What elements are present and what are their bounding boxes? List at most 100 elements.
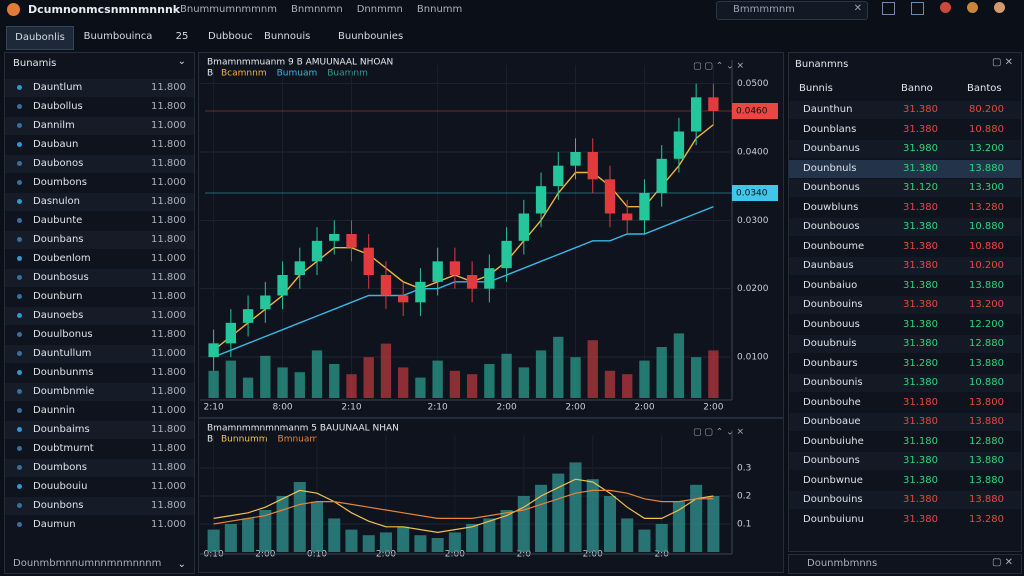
status-dot (17, 465, 22, 470)
orderbook-row[interactable]: Dounbonus 31.120 13.300 (789, 179, 1021, 197)
ask: 13.880 (969, 279, 1004, 291)
orderbook-row[interactable]: Dounbounis 31.380 10.880 (789, 374, 1021, 392)
icon[interactable] (882, 2, 895, 15)
symbol: Dounbaims (33, 424, 90, 435)
icon[interactable] (911, 2, 924, 15)
orderbook-row[interactable]: Dounboume 31.380 10.880 (789, 238, 1021, 256)
watchlist-row[interactable]: Dounbons 11.800 (5, 497, 194, 515)
ask: 13.280 (969, 201, 1004, 213)
watchlist-row[interactable]: Daunoebs 11.000 (5, 307, 194, 325)
status-dot (17, 522, 22, 527)
icon[interactable] (967, 2, 978, 13)
orderbook-row[interactable]: Dounbaiuo 31.380 13.880 (789, 277, 1021, 295)
bid: 31.380 (903, 318, 938, 330)
watchlist-row[interactable]: Doumbnmie 11.800 (5, 383, 194, 401)
column-header: Banno (901, 83, 933, 94)
status-dot (17, 142, 22, 147)
status-dot (17, 104, 22, 109)
symbol: Dounbnuls (803, 162, 857, 174)
orderbook-row[interactable]: Daunthun 31.380 80.200 (789, 101, 1021, 119)
watchlist-row[interactable]: Dounbans 11.800 (5, 231, 194, 249)
watchlist-row[interactable]: Doumbons 11.000 (5, 174, 194, 192)
window-buttons[interactable]: ▢ ✕ (991, 557, 1013, 568)
price: 11.800 (151, 386, 186, 397)
orderbook-row[interactable]: Dounblans 31.380 10.880 (789, 121, 1021, 139)
watchlist-row[interactable]: Dounbosus 11.800 (5, 269, 194, 287)
price: 11.000 (151, 120, 186, 131)
symbol: Dounbunms (33, 367, 94, 378)
menu-item[interactable]: Bnummumnmmnm (180, 4, 277, 15)
orderbook-row[interactable]: Dounbanus 31.980 13.200 (789, 140, 1021, 158)
symbol: Doubenlom (33, 253, 91, 264)
ask: 10.880 (969, 240, 1004, 252)
bid: 31.380 (903, 299, 938, 310)
price: 11.000 (151, 177, 186, 188)
watchlist-row[interactable]: Dounbunms 11.800 (5, 364, 194, 382)
status-dot (17, 199, 22, 204)
watchlist-row[interactable]: Dauntullum 11.000 (5, 345, 194, 363)
watchlist-row[interactable]: Dasnulon 11.800 (5, 193, 194, 211)
watchlist-row[interactable]: Doubtmurnt 11.800 (5, 440, 194, 458)
menu-item[interactable]: Dnnmmn (356, 4, 403, 15)
watchlist-row[interactable]: Daunnin 11.000 (5, 402, 194, 420)
watchlist-row[interactable]: Daubollus 11.800 (5, 98, 194, 116)
orderbook-row[interactable]: Douwbluns 31.380 13.280 (789, 199, 1021, 217)
tab[interactable]: Buunbounies (338, 31, 404, 42)
orderbook-row[interactable]: Dounbnuls 31.380 13.880 (789, 159, 1021, 178)
icon[interactable] (994, 2, 1005, 13)
symbol: Dounbans (33, 234, 84, 245)
symbol: Dounbons (33, 500, 84, 511)
status-dot (17, 180, 22, 185)
menu-item[interactable]: Bnnumm (416, 4, 463, 15)
price: 11.800 (151, 196, 186, 207)
orderbook-row[interactable]: Dounbouhe 31.180 13.800 (789, 394, 1021, 412)
orderbook-row[interactable]: Daunbaus 31.380 10.200 (789, 257, 1021, 275)
tab[interactable]: Daubonlis (6, 26, 74, 50)
status-dot (17, 275, 22, 280)
symbol: Dounboume (803, 240, 865, 252)
price: 11.800 (151, 291, 186, 302)
bid: 31.380 (903, 240, 938, 252)
tab[interactable]: Dubbouc (208, 31, 253, 42)
symbol: Daubunte (33, 215, 83, 226)
tab[interactable]: Bunnouis (264, 31, 311, 42)
orderbook-row[interactable]: Dounbouus 31.380 12.200 (789, 316, 1021, 334)
search-box[interactable]: Bmmmmnm ✕ (716, 1, 868, 20)
orderbook-row[interactable]: Dounbouns 31.380 13.880 (789, 452, 1021, 470)
watchlist-row[interactable]: Daumun 11.000 (5, 516, 194, 534)
chevron[interactable]: ⌄ (177, 56, 186, 67)
watchlist-row[interactable]: Doubenlom 11.000 (5, 250, 194, 268)
chevron[interactable]: ⌄ (177, 559, 186, 570)
watchlist-title: Bunamis (13, 58, 57, 69)
orderbook-row[interactable]: Dounbuiuhe 31.180 12.880 (789, 433, 1021, 451)
orderbook-row[interactable]: Dounboaue 31.380 13.880 (789, 413, 1021, 431)
watchlist-row[interactable]: Doumbons 11.800 (5, 459, 194, 477)
watchlist-row[interactable]: Dannilm 11.000 (5, 117, 194, 135)
orderbook-row[interactable]: Dounbuiunu 31.380 13.280 (789, 511, 1021, 529)
orderbook-row[interactable]: Douubnuis 31.380 12.880 (789, 335, 1021, 353)
watchlist-row[interactable]: Dounburn 11.800 (5, 288, 194, 306)
watchlist-row[interactable]: Douubouiu 11.000 (5, 478, 194, 496)
orderbook-row[interactable]: Dounbwnue 31.380 13.880 (789, 472, 1021, 490)
watchlist-row[interactable]: Daubonos 11.800 (5, 155, 194, 173)
tab[interactable]: Buumbouinca (83, 31, 153, 42)
watchlist-row[interactable]: Daubaun 11.800 (5, 136, 194, 154)
orderbook-row[interactable]: Dounbouos 31.380 10.880 (789, 218, 1021, 236)
bid: 31.380 (903, 474, 938, 486)
orderbook-row[interactable]: Dounbaurs 31.280 13.880 (789, 355, 1021, 373)
window-buttons[interactable]: ▢ ✕ (991, 57, 1013, 68)
watchlist-row[interactable]: Daubunte 11.800 (5, 212, 194, 230)
orderbook-footer-bar: Dounmbmnns ▢ ✕ (788, 554, 1022, 574)
watchlist-row[interactable]: Douulbonus 11.800 (5, 326, 194, 344)
close-icon[interactable]: ✕ (853, 3, 862, 14)
watchlist-row[interactable]: Dauntlum 11.800 (5, 79, 194, 97)
tab[interactable]: 25 (175, 31, 189, 42)
symbol: Dounbounis (803, 377, 863, 388)
menu-item[interactable]: Bnmnnmn (291, 4, 343, 15)
orderbook-row[interactable]: Dounbouins 31.380 13.200 (789, 296, 1021, 314)
watchlist-row[interactable]: Dounbaims 11.800 (5, 421, 194, 439)
icon[interactable] (940, 2, 951, 13)
ask: 12.880 (969, 338, 1004, 349)
orderbook-row[interactable]: Dounbouins 31.380 13.880 (789, 491, 1021, 509)
